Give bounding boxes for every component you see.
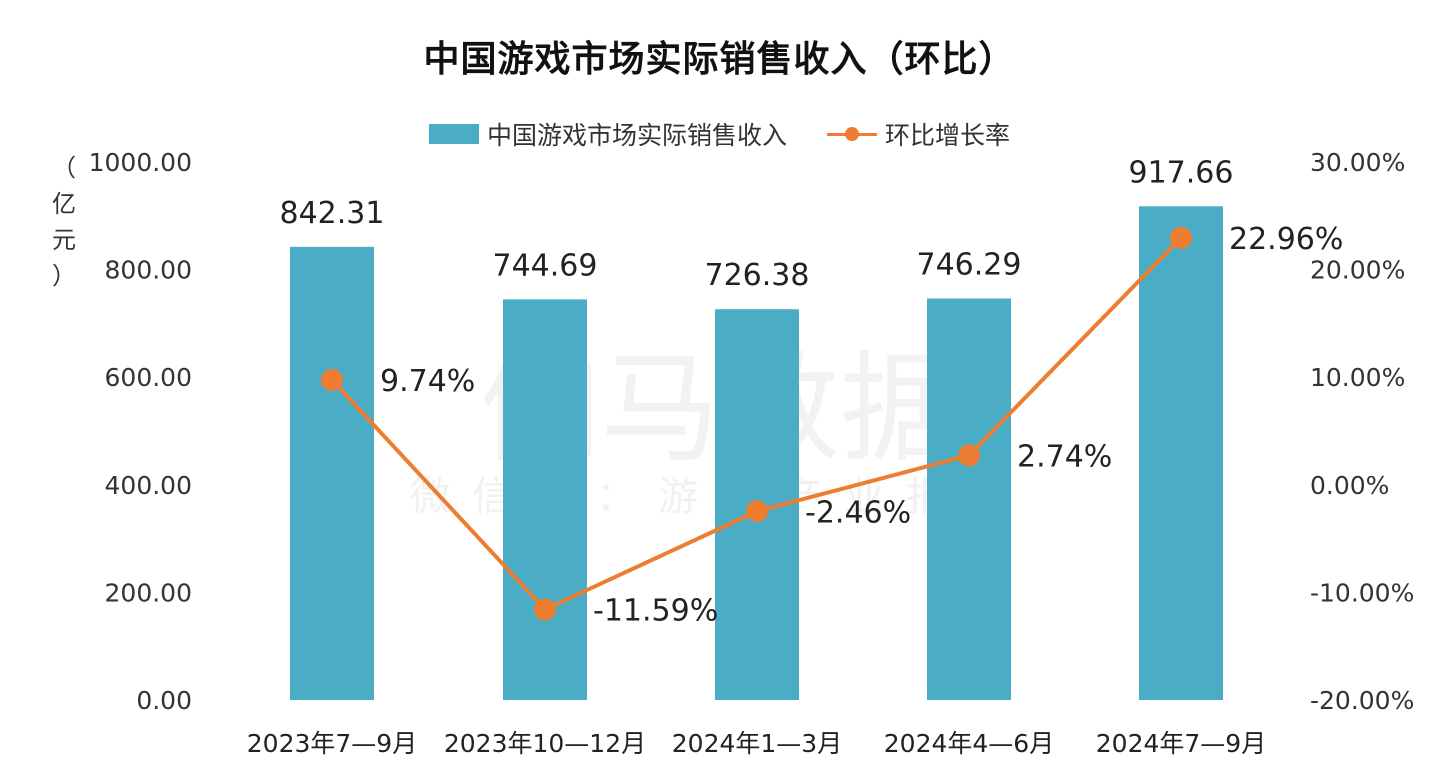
- chart-legend: 中国游戏市场实际销售收入 环比增长率: [0, 116, 1439, 152]
- bar-value-label: 746.29: [917, 247, 1022, 282]
- growth-marker-icon: [321, 368, 343, 391]
- growth-marker-icon: [746, 500, 768, 523]
- bar-value-label: 726.38: [705, 258, 810, 293]
- bar-value-label: 917.66: [1129, 155, 1234, 190]
- y-right-tick: -20.00%: [1310, 686, 1414, 715]
- y-left-tick: 600.00: [105, 363, 192, 392]
- y-left-tick: 800.00: [105, 256, 192, 285]
- y-left-tick: 0.00: [136, 686, 192, 715]
- y-unit-char: ）: [52, 262, 76, 290]
- y-left-tick: 400.00: [105, 471, 192, 500]
- y-right-tick: 10.00%: [1310, 363, 1405, 392]
- growth-value-label: -11.59%: [593, 594, 718, 629]
- revenue-bar: [290, 246, 374, 700]
- revenue-bar: [503, 299, 587, 700]
- legend-item-revenue: 中国游戏市场实际销售收入: [428, 116, 787, 152]
- bar-swatch-icon: [428, 124, 479, 144]
- x-axis-label: 2024年1—3月: [672, 729, 842, 758]
- x-axis-label: 2024年7—9月: [1096, 729, 1266, 758]
- revenue-bar: [927, 298, 1011, 700]
- y-right-tick: 0.00%: [1310, 471, 1389, 500]
- growth-value-label: 22.96%: [1229, 222, 1343, 257]
- revenue-bar: [1139, 206, 1223, 700]
- y-right-tick: 20.00%: [1310, 256, 1405, 285]
- y-left-tick: 200.00: [105, 578, 192, 607]
- growth-marker-icon: [534, 598, 556, 621]
- legend-label-growth: 环比增长率: [885, 121, 1011, 150]
- growth-value-label: 9.74%: [380, 364, 475, 399]
- growth-value-label: 2.74%: [1017, 439, 1112, 474]
- y-unit-char: （: [52, 154, 76, 182]
- y-unit-char: 元: [52, 226, 76, 254]
- legend-label-revenue: 中国游戏市场实际销售收入: [486, 121, 787, 150]
- bar-value-label: 744.69: [493, 248, 598, 283]
- legend-item-growth: 环比增长率: [827, 116, 1010, 152]
- growth-marker-icon: [958, 444, 980, 467]
- y-unit-char: 亿: [52, 190, 76, 218]
- y-axis-unit-label: （ 亿 元 ）: [44, 150, 84, 294]
- bar-value-label: 842.31: [280, 196, 385, 231]
- growth-marker-icon: [1170, 226, 1192, 249]
- x-axis-label: 2024年4—6月: [884, 729, 1054, 758]
- y-right-tick: 30.00%: [1310, 148, 1405, 177]
- growth-value-label: -2.46%: [805, 495, 911, 530]
- line-marker-icon: [827, 124, 877, 144]
- x-axis-label: 2023年7—9月: [247, 729, 417, 758]
- x-axis-label: 2023年10—12月: [444, 729, 646, 758]
- y-left-tick: 1000.00: [89, 148, 192, 177]
- chart-title: 中国游戏市场实际销售收入（环比）: [423, 39, 1016, 80]
- y-right-tick: -10.00%: [1310, 578, 1414, 607]
